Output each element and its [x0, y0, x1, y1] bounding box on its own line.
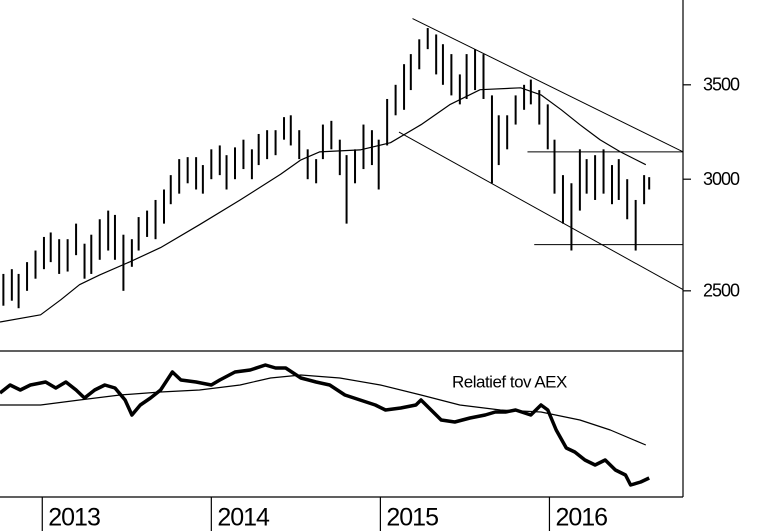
x-tick-label: 2016 — [555, 504, 607, 531]
relative-line — [0, 363, 650, 487]
x-tick-label: 2015 — [386, 504, 438, 531]
moving-average — [0, 87, 647, 323]
trend-line — [412, 18, 684, 153]
y-tick-label: 3500 — [703, 75, 740, 95]
y-tick-label: 3000 — [703, 169, 740, 189]
x-tick-label: 2013 — [48, 504, 100, 531]
trend-line — [398, 131, 684, 291]
annotation: Relatief tov AEX — [452, 372, 567, 391]
x-tick-label: 2014 — [217, 504, 270, 531]
y-tick-label: 2500 — [703, 281, 740, 301]
